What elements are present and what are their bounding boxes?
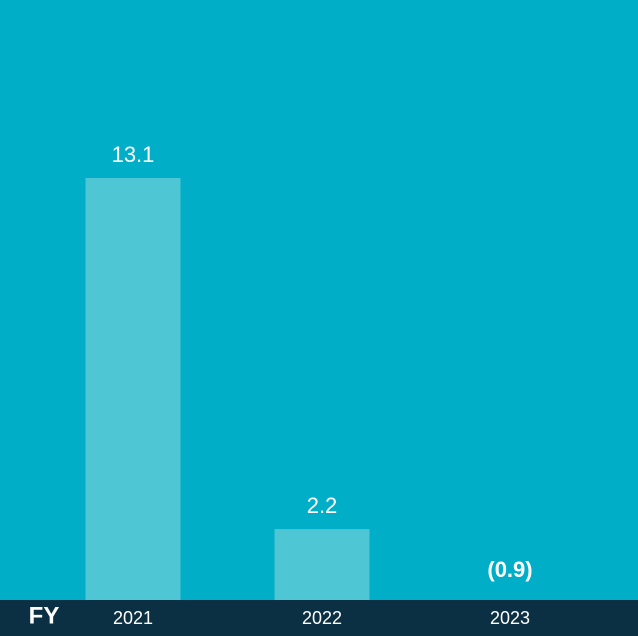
bar [85, 178, 181, 600]
x-tick-label: 2023 [490, 608, 530, 628]
x-tick-label: 2021 [113, 608, 153, 628]
x-axis-label: FY [29, 602, 60, 629]
x-tick-label: 2022 [302, 608, 342, 628]
value-label: (0.9) [487, 557, 532, 582]
labels: 13.1 2021 2.2 2022 (0.9) 2023 [112, 142, 533, 628]
axis-band [0, 600, 638, 636]
bar [274, 529, 370, 600]
value-label: 13.1 [112, 142, 155, 167]
value-label: 2.2 [307, 493, 338, 518]
